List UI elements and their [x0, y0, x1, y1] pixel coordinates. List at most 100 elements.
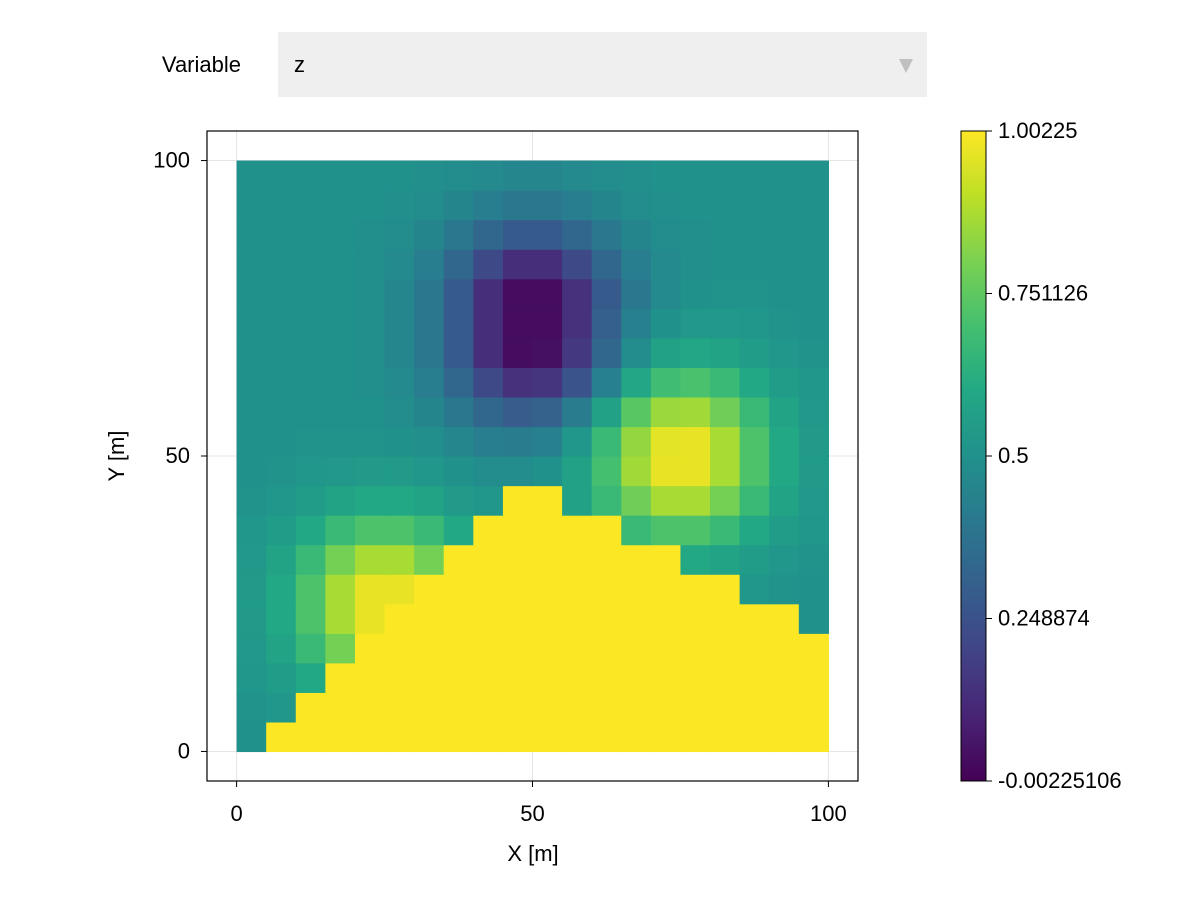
heatmap-cell — [295, 515, 326, 546]
heatmap-cell — [443, 633, 474, 664]
heatmap-cell — [769, 308, 800, 339]
heatmap-cell — [710, 515, 741, 546]
heatmap-cell — [798, 337, 830, 368]
dropdown[interactable]: z — [278, 32, 927, 97]
heatmap-cell — [414, 278, 445, 309]
heatmap-cell — [236, 426, 267, 457]
heatmap-cell — [473, 396, 504, 428]
x-tick-label: 0 — [230, 801, 242, 826]
heatmap-cell — [769, 219, 800, 250]
heatmap-cell — [591, 426, 622, 457]
heatmap-cell — [325, 633, 356, 664]
heatmap-cell — [621, 426, 652, 457]
heatmap-cell — [473, 367, 504, 398]
heatmap-cell — [502, 574, 534, 605]
heatmap-cell — [680, 633, 711, 664]
heatmap-cell — [562, 278, 593, 309]
heatmap-cell — [532, 278, 563, 309]
heatmap-cell — [562, 367, 593, 398]
heatmap-cell — [295, 574, 326, 605]
heatmap-cell — [414, 544, 445, 575]
heatmap-cell — [295, 249, 326, 280]
heatmap-cell — [591, 308, 622, 339]
heatmap-cell — [798, 249, 830, 280]
heatmap-cell — [325, 662, 356, 693]
heatmap-cell — [769, 426, 800, 457]
heatmap-cell — [384, 308, 415, 339]
heatmap-cell — [354, 574, 386, 605]
heatmap-cell — [473, 692, 504, 723]
heatmap-cell — [502, 160, 534, 191]
heatmap-cell — [236, 515, 267, 546]
heatmap-cell — [325, 574, 356, 605]
heatmap-cell — [354, 485, 386, 516]
heatmap-cell — [769, 160, 800, 191]
heatmap-cell — [710, 308, 741, 339]
dropdown-box[interactable] — [278, 32, 927, 97]
y-axis-label: Y [m] — [104, 431, 129, 482]
heatmap-cell — [739, 633, 770, 664]
colorbar — [961, 131, 986, 781]
heatmap-cell — [354, 219, 386, 250]
heatmap-cell — [473, 515, 504, 546]
heatmap-cell — [650, 367, 682, 398]
heatmap-cell — [562, 662, 593, 693]
heatmap-cell — [621, 456, 652, 487]
heatmap-cell — [236, 249, 267, 280]
heatmap-cell — [621, 544, 652, 575]
heatmap-cell — [710, 574, 741, 605]
heatmap-cell — [384, 367, 415, 398]
heatmap-cell — [473, 456, 504, 487]
heatmap-cell — [650, 544, 682, 575]
heatmap-cell — [591, 633, 622, 664]
heatmap-cell — [591, 662, 622, 693]
heatmap-cell — [354, 633, 386, 664]
heatmap-cell — [502, 515, 534, 546]
heatmap-cell — [621, 603, 652, 634]
heatmap-cell — [236, 190, 267, 221]
heatmap-cell — [621, 190, 652, 221]
heatmap-cell — [502, 219, 534, 250]
heatmap-cell — [266, 544, 297, 575]
heatmap-cell — [680, 396, 711, 428]
heatmap-cell — [710, 278, 741, 309]
heatmap-cell — [650, 249, 682, 280]
heatmap-cell — [562, 485, 593, 516]
heatmap-cell — [502, 662, 534, 693]
heatmap-cell — [384, 190, 415, 221]
heatmap-cell — [710, 544, 741, 575]
x-axis-label: X [m] — [507, 841, 558, 866]
heatmap-cell — [532, 485, 563, 516]
heatmap-cell — [266, 456, 297, 487]
heatmap-cell — [591, 160, 622, 191]
heatmap-cell — [650, 721, 682, 753]
heatmap-cell — [591, 337, 622, 368]
heatmap-cell — [798, 633, 830, 664]
heatmap-cell — [798, 544, 830, 575]
heatmap-cell — [710, 692, 741, 723]
heatmap-cell — [236, 692, 267, 723]
heatmap-cell — [591, 190, 622, 221]
dropdown-arrow[interactable] — [899, 59, 913, 73]
heatmap-cell — [443, 190, 474, 221]
heatmap-cell — [354, 692, 386, 723]
heatmap-cell — [739, 515, 770, 546]
heatmap-cell — [591, 515, 622, 546]
heatmap-cell — [473, 190, 504, 221]
heatmap-cell — [710, 426, 741, 457]
heatmap — [236, 160, 830, 753]
heatmap-cell — [236, 219, 267, 250]
heatmap-cell — [236, 308, 267, 339]
heatmap-cell — [680, 485, 711, 516]
heatmap-cell — [236, 721, 267, 753]
heatmap-cell — [680, 544, 711, 575]
heatmap-cell — [414, 219, 445, 250]
heatmap-cell — [798, 662, 830, 693]
heatmap-cell — [591, 544, 622, 575]
heatmap-cell — [769, 396, 800, 428]
dropdown-value[interactable]: z — [294, 52, 305, 77]
heatmap-cell — [414, 367, 445, 398]
heatmap-cell — [769, 633, 800, 664]
heatmap-cell — [354, 249, 386, 280]
heatmap-cell — [502, 544, 534, 575]
